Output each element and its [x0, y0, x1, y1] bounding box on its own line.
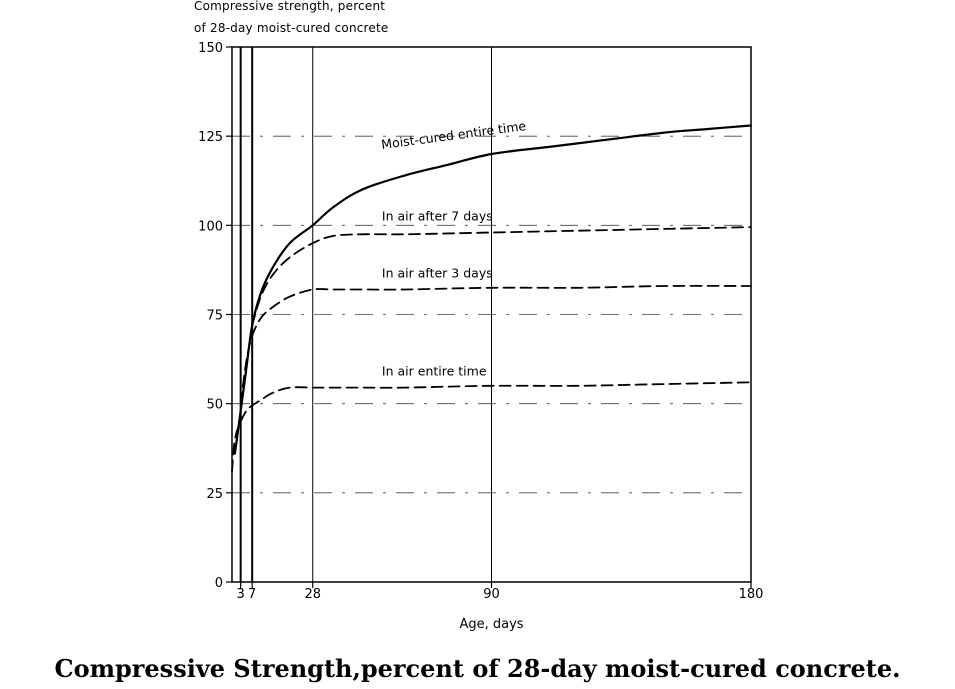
y-tick-label-0: 0 — [215, 576, 223, 591]
y-axis-label-line-1: Compressive strength, percent — [194, 0, 386, 13]
x-tick-label-3: 3 — [237, 587, 245, 602]
x-tick-label-7: 7 — [248, 587, 256, 602]
age-marker-lines — [239, 47, 492, 582]
y-tick-label-150: 150 — [198, 41, 223, 56]
x-axis-label: Age, days — [459, 617, 523, 632]
series-label-1: Moist-cured entire time — [380, 118, 527, 152]
y-tick-label-50: 50 — [206, 398, 223, 413]
y-tick-label-125: 125 — [198, 130, 223, 145]
series-line-2 — [251, 226, 752, 327]
y-axis-ticks: 0 25 50 75 100 125 150 — [198, 41, 232, 591]
x-tick-label-180: 180 — [739, 587, 764, 602]
series-labels: Moist-cured entire time In air after 7 da… — [380, 118, 527, 378]
series-lines — [231, 124, 753, 473]
series-line-4 — [231, 381, 752, 473]
chart-title: Compressive Strength,percent of 28-day m… — [54, 654, 901, 683]
x-tick-label-90: 90 — [483, 587, 500, 602]
y-tick-label-25: 25 — [206, 487, 223, 502]
y-tick-label-100: 100 — [198, 219, 223, 234]
x-tick-label-28: 28 — [304, 587, 321, 602]
y-axis-label-line-2: of 28-day moist-cured concrete — [194, 21, 389, 35]
x-axis-ticks: 3 7 28 90 180 — [237, 582, 764, 602]
series-label-4: In air entire time — [382, 363, 487, 378]
y-tick-label-75: 75 — [206, 309, 223, 324]
series-line-1 — [233, 124, 753, 455]
series-label-2: In air after 7 days — [382, 208, 493, 223]
series-line-3 — [239, 284, 752, 405]
series-label-3: In air after 3 days — [382, 265, 493, 280]
